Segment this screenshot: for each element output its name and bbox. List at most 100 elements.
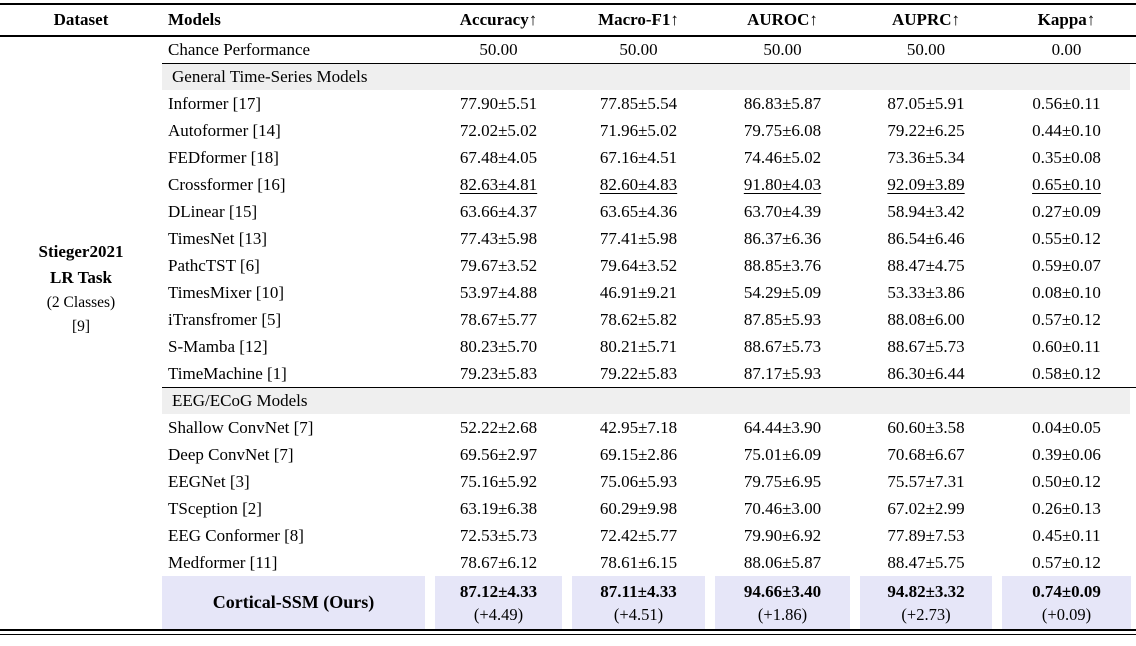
metric-value: 79.22±5.83 [567, 360, 710, 388]
metric-value: 0.57±0.12 [1032, 552, 1101, 572]
ours-highlighted-row: Cortical-SSM (Ours) 87.12±4.33 (+4.49) 8… [0, 576, 1136, 629]
metric-value: 79.64±3.52 [599, 255, 678, 275]
metric-value: 86.54±6.46 [887, 228, 965, 248]
metric-value: 0.58±0.12 [997, 360, 1136, 388]
table-row: Shallow ConvNet [7] 52.22±2.68 42.95±7.1… [0, 414, 1136, 441]
metric-value: 67.48±4.05 [459, 147, 538, 167]
metric-value: 77.43±5.98 [459, 228, 538, 248]
metric-value: 53.33±3.86 [887, 282, 965, 302]
table-row: TimesMixer [10] 53.97±4.88 46.91±9.21 54… [0, 279, 1136, 306]
metric-value: 63.70±4.39 [743, 201, 822, 221]
model-name: iTransfromer [5] [168, 309, 282, 329]
model-name: Medformer [11] [168, 552, 278, 572]
metric-value: 60.29±9.98 [599, 498, 678, 518]
metric-value: 0.39±0.06 [1032, 444, 1101, 464]
metric-value: 58.94±3.42 [887, 201, 965, 221]
metric-value: 80.23±5.70 [459, 336, 538, 356]
metric-value: 50.00 [567, 37, 710, 64]
metric-value: 64.44±3.90 [743, 417, 822, 437]
metric-value: 71.96±5.02 [599, 120, 678, 140]
metric-value: 53.97±4.88 [459, 282, 538, 302]
metric-value: 75.01±6.09 [743, 444, 822, 464]
chance-performance-row: Stieger2021 LR Task (2 Classes) [9] Chan… [0, 37, 1136, 335]
metric-value: 77.41±5.98 [599, 228, 678, 248]
metric-value: 74.46±5.02 [743, 147, 822, 167]
metric-value: 75.16±5.92 [459, 471, 538, 491]
metric-value: 77.89±7.53 [887, 525, 965, 545]
table-row: FEDformer [18] 67.48±4.05 67.16±4.51 74.… [0, 144, 1136, 171]
metric-value: 79.67±3.52 [459, 255, 538, 275]
metric-value: 0.56±0.11 [1032, 93, 1101, 113]
metric-value: 46.91±9.21 [599, 282, 678, 302]
model-name: TimesMixer [10] [168, 282, 285, 302]
ours-metric-delta: (+4.51) [613, 604, 664, 624]
metric-value: 87.17±5.93 [710, 360, 855, 388]
metric-value: 86.37±6.36 [743, 228, 822, 248]
ours-metric-delta: (+0.09) [1041, 604, 1092, 624]
ours-metric-delta: (+1.86) [757, 604, 808, 624]
metric-value: 88.67±5.73 [887, 336, 965, 356]
metric-value: 0.59±0.07 [1032, 255, 1101, 275]
model-name: S-Mamba [12] [168, 336, 268, 356]
model-name: EEGNet [3] [168, 471, 250, 491]
table-row: Deep ConvNet [7] 69.56±2.97 69.15±2.86 7… [0, 441, 1136, 468]
col-header-kappa: Kappa↑ [997, 3, 1136, 37]
metric-value: 88.67±5.73 [743, 336, 822, 356]
table-row: DLinear [15] 63.66±4.37 63.65±4.36 63.70… [0, 198, 1136, 225]
metric-value: 87.85±5.93 [743, 309, 822, 329]
metric-value: 70.68±6.67 [887, 444, 965, 464]
col-header-accuracy: Accuracy↑ [430, 3, 567, 37]
col-header-models: Models [162, 3, 430, 37]
table-row: TimeMachine [1] 79.23±5.83 79.22±5.83 87… [0, 360, 1136, 388]
metric-value: 82.63±4.81 [459, 174, 538, 194]
metric-value: 0.27±0.09 [1032, 201, 1101, 221]
metric-value: 75.57±7.31 [887, 471, 965, 491]
model-name: TSception [2] [168, 498, 262, 518]
table-row: Informer [17] 77.90±5.51 77.85±5.54 86.8… [0, 90, 1136, 117]
metric-value: 82.60±4.83 [599, 174, 678, 194]
metric-value: 72.42±5.77 [599, 525, 678, 545]
metric-value: 72.02±5.02 [459, 120, 538, 140]
col-header-auprc: AUPRC↑ [855, 3, 997, 37]
ours-metric-delta: (+2.73) [901, 604, 951, 624]
metric-value: 0.04±0.05 [1032, 417, 1101, 437]
table-row: Autoformer [14] 72.02±5.02 71.96±5.02 79… [0, 117, 1136, 144]
metric-value: 63.66±4.37 [459, 201, 538, 221]
metric-value: 0.08±0.10 [1032, 282, 1101, 302]
ours-metric-cell: 94.66±3.40 (+1.86) [710, 576, 855, 629]
metric-value: 50.00 [710, 37, 855, 64]
metric-value: 86.83±5.87 [743, 93, 822, 113]
col-header-macro-f1: Macro-F1↑ [567, 3, 710, 37]
table-row: S-Mamba [12] 80.23±5.70 80.21±5.71 88.67… [0, 333, 1136, 360]
metric-value: 79.75±6.95 [743, 471, 822, 491]
section-header-row: EEG/ECoG Models [0, 388, 1136, 414]
metric-value: 67.16±4.51 [599, 147, 678, 167]
ours-model-name: Cortical-SSM (Ours) [162, 576, 430, 629]
metric-value: 69.15±2.86 [599, 444, 678, 464]
metric-value: 54.29±5.09 [743, 282, 822, 302]
metric-value: 0.55±0.12 [1032, 228, 1101, 248]
model-name: Chance Performance [162, 37, 430, 64]
ours-metric-value: 94.82±3.32 [887, 581, 965, 601]
metric-value: 60.60±3.58 [887, 417, 965, 437]
ours-metric-cell: 87.12±4.33 (+4.49) [430, 576, 567, 629]
table-row-second-best: Crossformer [16] 82.63±4.81 82.60±4.83 9… [0, 171, 1136, 198]
table-row: EEGNet [3] 75.16±5.92 75.06±5.93 79.75±6… [0, 468, 1136, 495]
metric-value: 42.95±7.18 [599, 417, 678, 437]
metric-value: 0.50±0.12 [1032, 471, 1101, 491]
metric-value: 79.90±6.92 [743, 525, 822, 545]
table-row: TimesNet [13] 77.43±5.98 77.41±5.98 86.3… [0, 225, 1136, 252]
dataset-cell: Stieger2021 LR Task (2 Classes) [9] [0, 37, 162, 629]
metric-value: 79.22±6.25 [887, 120, 965, 140]
model-name: FEDformer [18] [168, 147, 279, 167]
dataset-classes: (2 Classes) [46, 294, 116, 312]
metric-value: 72.53±5.73 [459, 525, 538, 545]
col-header-auroc: AUROC↑ [710, 3, 855, 37]
metric-value: 78.61±6.15 [599, 552, 678, 572]
metric-value: 92.09±3.89 [887, 174, 965, 194]
metric-value: 0.44±0.10 [1032, 120, 1101, 140]
dataset-task: LR Task [50, 267, 112, 287]
metric-value: 70.46±3.00 [743, 498, 822, 518]
model-name: Crossformer [16] [168, 174, 286, 194]
dataset-reference: [9] [71, 318, 91, 336]
